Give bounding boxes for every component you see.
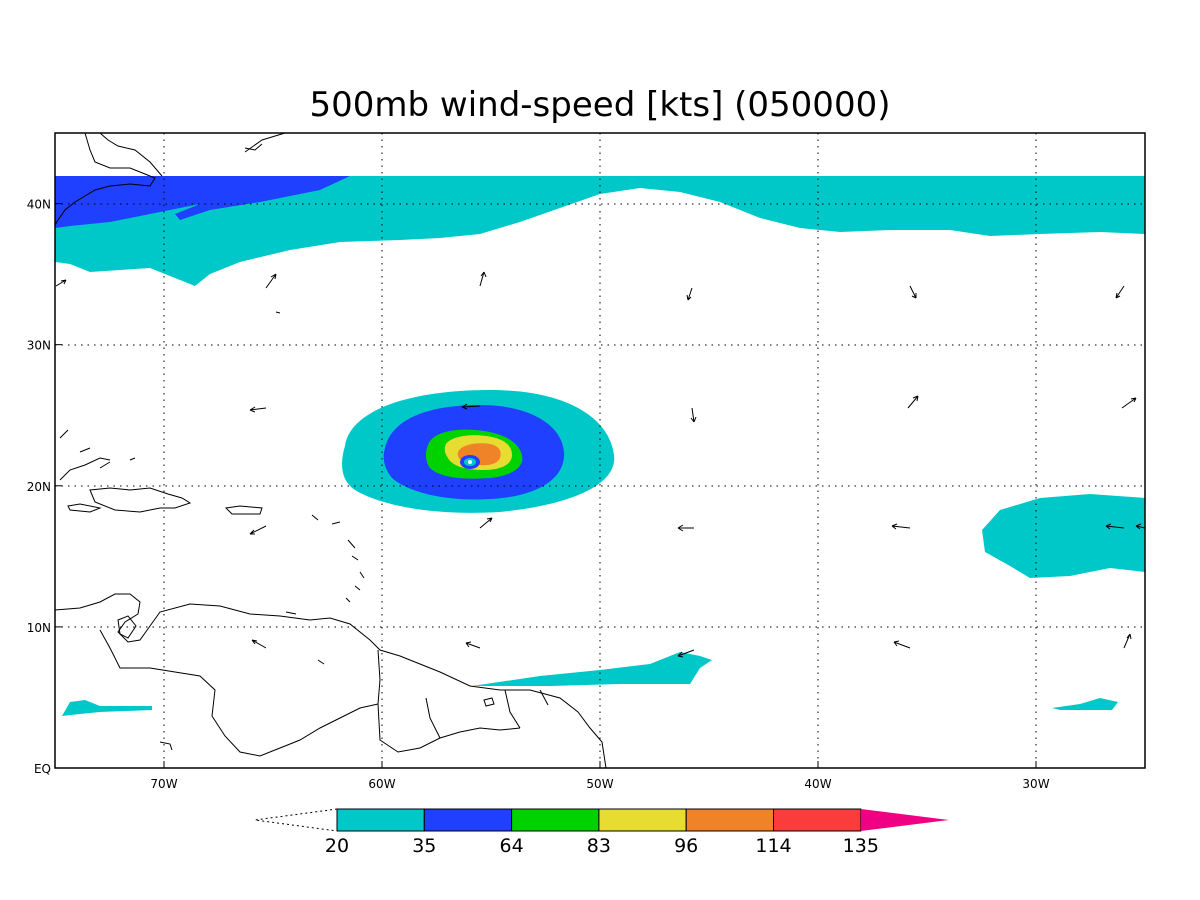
wind-vector [55, 279, 67, 287]
cyan-patch-southeast [1052, 698, 1118, 710]
colorbar-low-triangle [254, 808, 338, 832]
wind-vector [909, 285, 917, 299]
colorbar-box [685, 808, 775, 832]
venezuela-border [99, 629, 379, 757]
wind-vector [265, 273, 277, 289]
puerto-rico [224, 505, 263, 515]
wind-vector [465, 641, 481, 649]
colorbar-high-triangle [860, 809, 949, 831]
nova-scotia [244, 133, 286, 153]
y-tick-label: 30N [27, 339, 51, 353]
colorbar-label: 96 [674, 835, 698, 857]
x-tick-label: 30W [1022, 777, 1049, 791]
colorbar: 20 35 64 83 96 114 135 [254, 808, 949, 857]
y-tick-label: 40N [27, 198, 51, 212]
colorbar-label: 64 [500, 835, 524, 857]
colorbar-box [773, 808, 862, 832]
wind-vector [479, 271, 487, 287]
south-america-coast [55, 593, 607, 768]
white-eye-center [468, 460, 472, 464]
plot-area [55, 133, 1145, 768]
colorbar-box [511, 808, 600, 832]
cuba [59, 457, 111, 481]
wind-vector [686, 287, 693, 301]
wind-vectors [55, 271, 1145, 658]
cyan-band-north [55, 176, 1145, 286]
y-tick-label: EQ [34, 762, 51, 776]
wind-vector [677, 649, 695, 658]
hispaniola [89, 487, 192, 513]
new-england-coast [99, 133, 163, 177]
amazon-islands [159, 697, 495, 751]
wind-vector [891, 523, 911, 530]
wind-speed-shading [55, 176, 1145, 716]
wind-vector [251, 639, 267, 649]
wind-vector [1123, 633, 1132, 649]
y-tick-label: 10N [27, 621, 51, 635]
wind-vector [1105, 523, 1125, 530]
north-america-coast [55, 133, 156, 226]
blue-band-north [55, 176, 350, 228]
colorbar-label: 20 [325, 835, 349, 857]
colorbar-box [336, 808, 425, 832]
y-tick-label: 20N [27, 480, 51, 494]
wind-vector [1115, 285, 1125, 299]
wind-vector [249, 406, 267, 413]
x-tick-label: 40W [804, 777, 831, 791]
wind-vector [893, 640, 911, 649]
colorbar-label: 35 [412, 835, 436, 857]
colorbar-label: 114 [755, 835, 791, 857]
bahamas [59, 429, 136, 469]
newfoundland [244, 143, 263, 151]
map-title: 500mb wind-speed [kts] (050000) [310, 85, 891, 125]
wind-vector [907, 395, 919, 409]
x-tick-label: 60W [368, 777, 395, 791]
colorbar-label: 135 [843, 835, 879, 857]
wind-vector [1135, 523, 1145, 530]
wind-vector [249, 525, 267, 535]
suriname-border [425, 697, 441, 739]
lake-maracaibo [117, 615, 137, 639]
cyan-patch-southwest [62, 700, 152, 716]
x-tick-label: 50W [586, 777, 613, 791]
wind-vector [677, 524, 694, 532]
bermuda [275, 311, 281, 314]
wind-vector [479, 517, 493, 529]
longitude-ticks: 70W 60W 50W 40W 30W [150, 761, 1050, 791]
x-tick-label: 70W [150, 777, 177, 791]
trinidad [285, 611, 325, 665]
colorbar-box [423, 808, 513, 832]
jamaica [67, 503, 102, 513]
cyan-tongue-south [472, 652, 712, 686]
colorbar-box [598, 808, 687, 832]
wind-vector [461, 403, 481, 410]
coastlines [55, 133, 607, 768]
colorbar-label: 83 [587, 835, 611, 857]
wind-vector [1121, 397, 1137, 409]
guyana-border [377, 649, 521, 753]
latitude-ticks: EQ 10N 20N 30N 40N [27, 198, 62, 776]
wind-vector [690, 407, 697, 423]
cyan-patch-east [982, 494, 1145, 578]
lesser-antilles [311, 514, 365, 603]
french-guiana-border [504, 689, 549, 729]
